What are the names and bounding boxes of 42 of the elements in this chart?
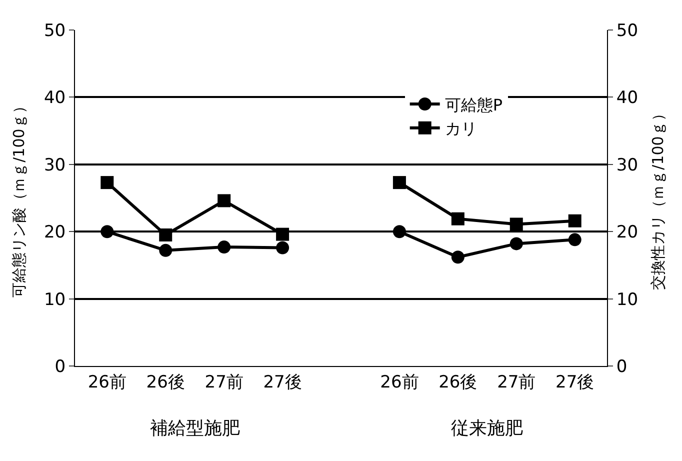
- point: [218, 194, 231, 208]
- point: [568, 214, 582, 228]
- text: 従来施肥: [451, 418, 523, 439]
- y2-tick-label: 0: [616, 356, 628, 377]
- y-tick-label: 30: [44, 155, 66, 176]
- point: [276, 228, 290, 241]
- y2-tick-label: 30: [616, 155, 638, 176]
- y-tick-label: 20: [44, 222, 66, 243]
- point: [100, 176, 114, 190]
- point: [159, 228, 172, 242]
- y-tick-label: 50: [44, 20, 66, 41]
- y2-tick-label: 10: [616, 290, 638, 310]
- x-tick-label: 26前: [88, 372, 126, 392]
- x-tick-label: 26後: [146, 372, 185, 392]
- point: [218, 240, 231, 254]
- point: [159, 244, 172, 257]
- legend-label: カリ: [444, 119, 477, 138]
- y2-tick-label: 50: [616, 20, 638, 41]
- y-tick-label: 0: [54, 356, 66, 377]
- point: [451, 212, 464, 226]
- point: [510, 218, 523, 231]
- text: 補給型施肥: [150, 418, 240, 439]
- point: [510, 237, 523, 250]
- x-tick-label: 26後: [438, 372, 478, 392]
- point: [392, 176, 406, 190]
- x-tick-label: 27前: [204, 372, 244, 392]
- point: [568, 233, 582, 246]
- y-tick-label: 40: [44, 88, 66, 108]
- y-tick-label: 10: [44, 290, 66, 310]
- x-tick-label: 26前: [380, 372, 419, 392]
- x-tick-label: 27前: [497, 372, 536, 392]
- point: [276, 241, 290, 254]
- y2-tick-label: 40: [616, 88, 638, 108]
- legend-label: 可給態P: [444, 95, 503, 114]
- x-tick-label: 27後: [263, 372, 302, 392]
- y2-axis-title: 交換性カリ（ｍｇ/100ｇ）: [649, 106, 668, 290]
- point: [100, 225, 114, 238]
- point: [451, 250, 464, 264]
- y-axis-title: 可給態リン酸（ｍｇ/100ｇ）: [10, 98, 28, 298]
- y2-tick-label: 20: [616, 222, 638, 243]
- x-tick-label: 27後: [556, 372, 594, 392]
- point: [392, 225, 406, 238]
